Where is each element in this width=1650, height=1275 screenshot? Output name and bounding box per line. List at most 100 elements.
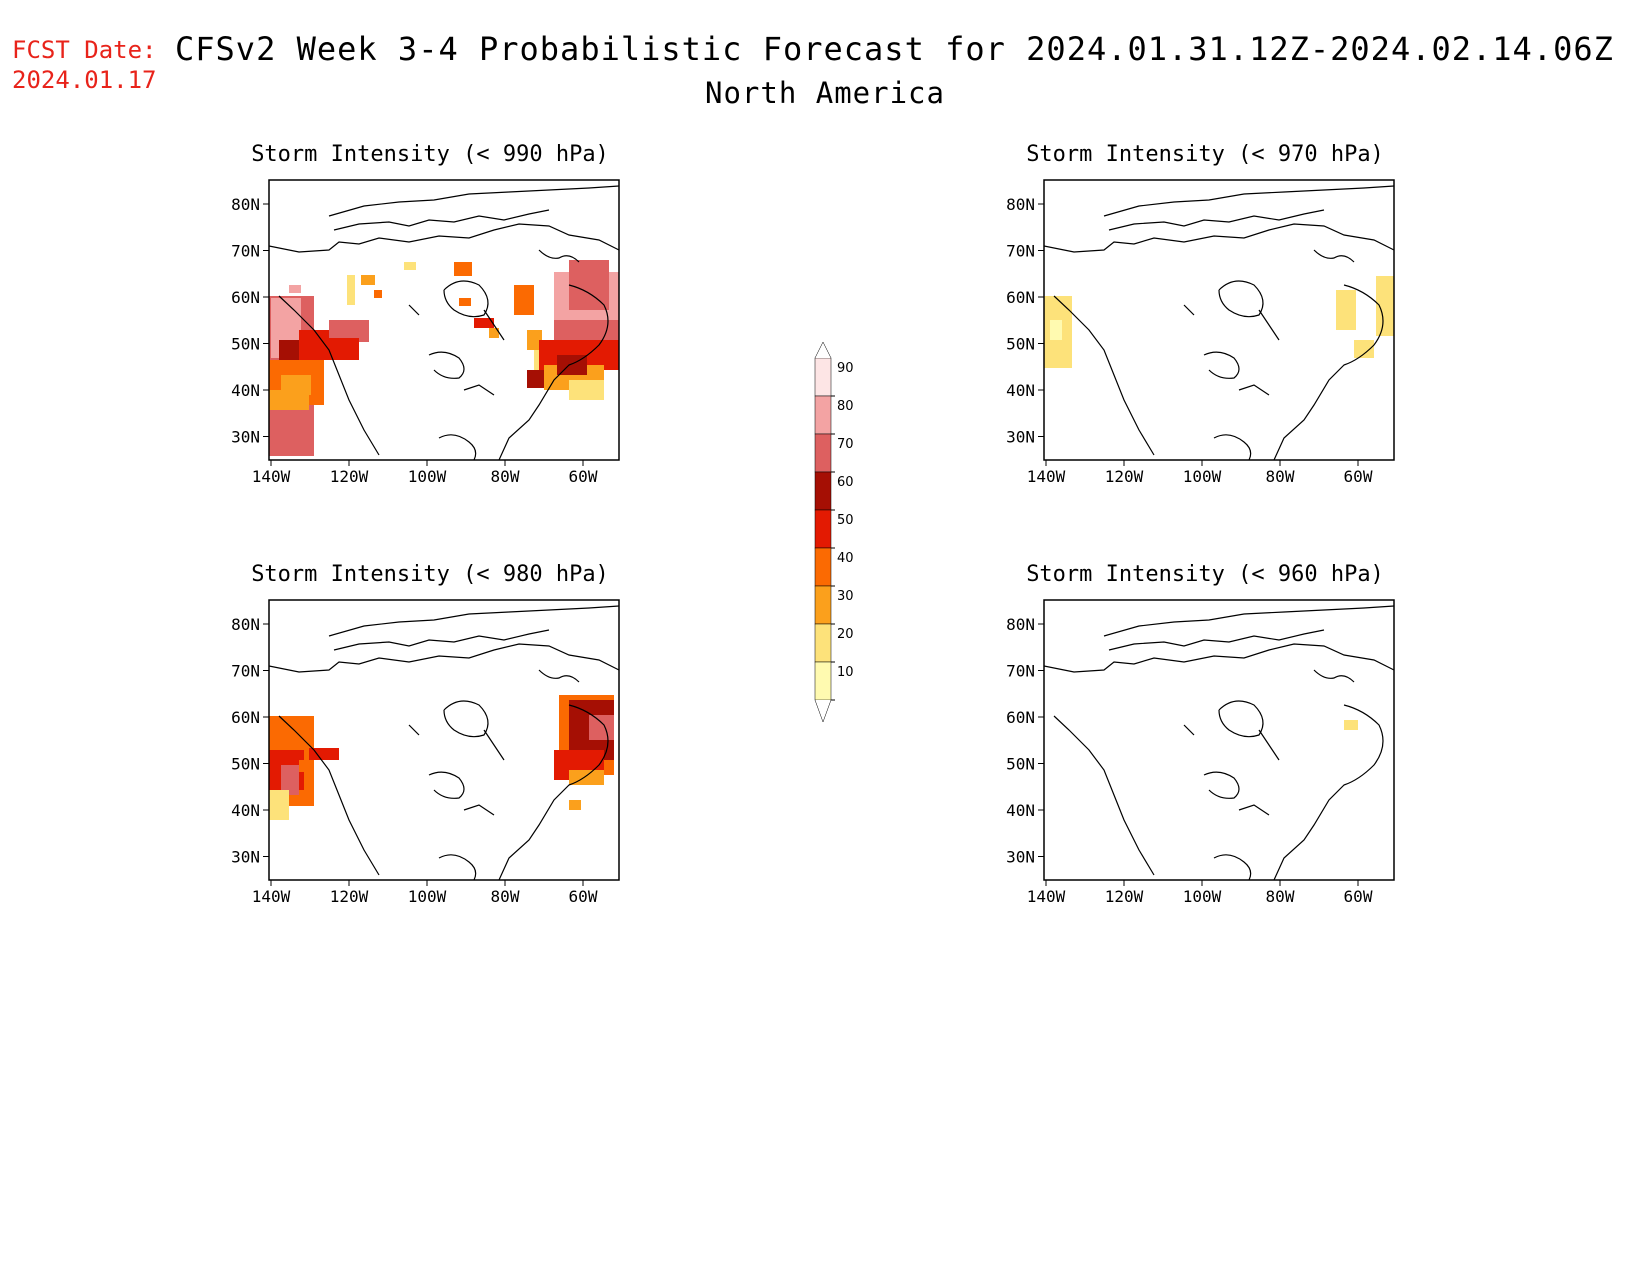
coastline <box>1258 309 1280 341</box>
legend-label: 30 <box>837 589 854 604</box>
coastline <box>1044 223 1394 253</box>
lat-tick-label: 80N <box>1006 615 1035 634</box>
legend-swatch <box>814 547 832 587</box>
lon-tick-label: 100W <box>1183 887 1222 906</box>
coastline <box>538 249 580 263</box>
lon-tick-label: 80W <box>1266 887 1295 906</box>
map-frame <box>1043 179 1395 461</box>
lat-tick-label: 50N <box>1006 755 1035 774</box>
coastline <box>1238 804 1270 816</box>
coastline <box>1313 249 1355 263</box>
coastline <box>438 434 477 460</box>
lat-tick-label: 30N <box>1006 848 1035 867</box>
map-figure: 80N 70N 60N 50N 40N 30N 140W 120W 100W 80W 60W <box>1006 599 1395 906</box>
legend-label: 80 <box>837 399 854 414</box>
probability-cell <box>1344 720 1358 730</box>
lon-tick-label: 60W <box>1344 467 1373 486</box>
coastline <box>498 704 609 880</box>
probability-cell <box>361 275 375 285</box>
probability-cell <box>589 715 614 740</box>
legend-label: 20 <box>837 627 854 642</box>
legend-label: 90 <box>837 361 854 376</box>
lat-tick-label: 70N <box>231 662 260 681</box>
legend-label: 50 <box>837 513 854 528</box>
coastline <box>1053 295 1155 456</box>
lon-tick-label: 140W <box>1027 887 1066 906</box>
legend-swatch <box>814 623 832 663</box>
coastline <box>333 629 550 651</box>
panel-title: Storm Intensity (< 960 hPa) <box>1026 562 1384 587</box>
probability-cell <box>281 765 299 795</box>
probability-cell <box>289 285 301 293</box>
lon-tick-label: 80W <box>491 467 520 486</box>
coastline <box>428 771 465 799</box>
coastline <box>1053 715 1155 876</box>
probability-cell <box>569 260 609 310</box>
coastline <box>1238 384 1270 396</box>
legend-label: 70 <box>837 437 854 452</box>
probability-cell <box>569 380 604 400</box>
coastline <box>269 223 619 253</box>
panel-title: Storm Intensity (< 970 hPa) <box>1026 142 1384 167</box>
coastline <box>1218 700 1264 738</box>
lat-tick-label: 80N <box>231 615 260 634</box>
coastline <box>463 384 495 396</box>
map-panel-970: Storm Intensity (< 970 hPa) 80N 70N 60N 50N… <box>990 142 1420 502</box>
lat-tick-label: 40N <box>1006 801 1035 820</box>
probability-cell <box>527 370 549 388</box>
coastline <box>333 209 550 231</box>
probability-cell <box>489 328 499 338</box>
coastline <box>428 351 465 379</box>
panel-title: Storm Intensity (< 980 hPa) <box>251 562 609 587</box>
coastline <box>443 700 489 738</box>
lon-tick-label: 80W <box>1266 467 1295 486</box>
coastline <box>1183 724 1195 736</box>
probability-cell <box>347 275 355 305</box>
coastline <box>1203 771 1240 799</box>
legend-swatch <box>814 395 832 435</box>
coastline <box>269 643 619 673</box>
coastline <box>1044 643 1394 673</box>
lat-tick-label: 40N <box>231 801 260 820</box>
coastline <box>408 304 420 316</box>
probability-cell <box>359 328 369 342</box>
map-figure: 80N 70N 60N 50N 40N 30N 140W 120W 100W 80W 60W <box>231 599 620 906</box>
probability-cell <box>269 790 289 820</box>
coastline <box>1103 605 1394 637</box>
coastline <box>1108 209 1325 231</box>
legend-label: 60 <box>837 475 854 490</box>
map-panel-980: Storm Intensity (< 980 hPa) 80N 70N 60N 50N… <box>215 562 645 922</box>
coastline <box>1213 434 1252 460</box>
coastline <box>1213 854 1252 880</box>
coastline <box>463 804 495 816</box>
lat-tick-label: 80N <box>1006 195 1035 214</box>
lat-tick-label: 70N <box>1006 242 1035 261</box>
map-figure: 80N 70N 60N 50N 40N 30N 140W 120W 100W 80W 60W <box>231 179 620 486</box>
legend-cap-bottom <box>814 699 832 723</box>
probability-cell <box>514 285 534 315</box>
lon-tick-label: 60W <box>1344 887 1373 906</box>
legend-swatch <box>814 661 832 701</box>
legend-cap-top <box>814 341 832 359</box>
lon-tick-label: 120W <box>1105 887 1144 906</box>
coastline <box>328 605 619 637</box>
lat-tick-label: 40N <box>1006 381 1035 400</box>
lon-tick-label: 120W <box>330 467 369 486</box>
probability-cell <box>527 330 542 350</box>
coastline <box>1108 629 1325 651</box>
coastline <box>408 724 420 736</box>
lat-tick-label: 30N <box>231 848 260 867</box>
probability-cell <box>404 262 416 270</box>
legend-label: 40 <box>837 551 854 566</box>
map-frame <box>268 179 620 461</box>
lat-tick-label: 50N <box>1006 335 1035 354</box>
page-title: CFSv2 Week 3-4 Probabilistic Forecast fo… <box>175 30 1614 68</box>
probability-cell <box>454 262 472 276</box>
legend-swatch <box>814 471 832 511</box>
probability-cell <box>374 290 382 298</box>
coastline <box>1273 284 1384 460</box>
probability-cell <box>299 760 311 772</box>
coastline <box>483 729 505 761</box>
lat-tick-label: 70N <box>231 242 260 261</box>
coastline <box>438 854 477 880</box>
